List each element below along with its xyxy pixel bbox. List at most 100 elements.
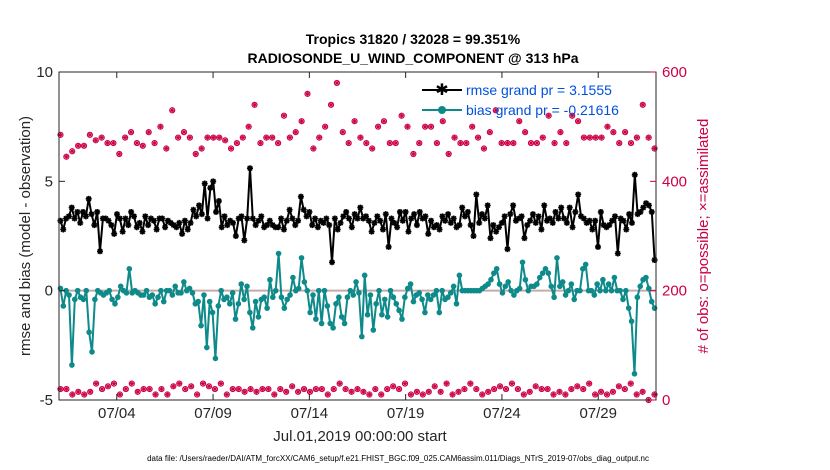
bias-point (201, 292, 207, 298)
rmse-point (145, 222, 152, 229)
bias-series (57, 250, 658, 377)
obs-assimilated-marker (446, 151, 452, 157)
obs-assimilated-marker (378, 392, 384, 398)
obs-possible-marker (467, 380, 474, 387)
rmse-point (532, 219, 539, 226)
rmse-point (362, 213, 369, 220)
obs-assimilated-marker (206, 383, 212, 389)
obs-possible-marker (633, 134, 640, 141)
bias-point (373, 300, 379, 307)
rmse-point (283, 217, 290, 224)
bias-point (580, 266, 586, 272)
obs-assimilated-marker (586, 381, 592, 387)
obs-assimilated-marker (499, 140, 505, 146)
obs-assimilated-marker (640, 102, 646, 108)
y-tick-label: 5 (45, 173, 53, 190)
obs-possible-marker (188, 383, 195, 390)
obs-assimilated-marker (228, 146, 234, 152)
obs-possible-marker (342, 385, 349, 393)
bias-point (370, 327, 377, 333)
obs-possible-marker (324, 391, 331, 398)
bias-point (557, 283, 563, 290)
bias-point (69, 362, 75, 368)
rmse-point (512, 217, 519, 224)
obs-possible-marker (227, 145, 235, 152)
rmse-point (230, 219, 237, 226)
obs-assimilated-marker (428, 124, 434, 130)
obs-assimilated-marker (408, 392, 414, 398)
obs-assimilated-marker (265, 386, 271, 392)
bias-point (123, 290, 130, 296)
obs-possible-marker (457, 139, 464, 147)
bias-point (637, 283, 644, 290)
rmse-point (57, 217, 64, 224)
rmse-point (484, 202, 491, 209)
obs-assimilated-marker (293, 129, 299, 135)
rmse-point (136, 219, 143, 226)
obs-assimilated-marker (563, 140, 569, 146)
rmse-point (261, 224, 268, 231)
obs-assimilated-marker (357, 135, 363, 141)
obs-assimilated-marker (242, 389, 248, 395)
bias-point (212, 355, 219, 362)
obs-assimilated-marker (87, 389, 93, 395)
obs-possible-marker (360, 388, 367, 395)
obs-possible-marker (175, 134, 182, 141)
obs-assimilated-marker (360, 389, 366, 395)
obs-possible-marker (639, 101, 646, 108)
rmse-point (312, 215, 319, 222)
rmse-point (589, 226, 596, 233)
rmse-point (377, 217, 384, 224)
bias-point (456, 272, 463, 279)
bias-point (542, 266, 549, 272)
obs-possible-marker (404, 123, 411, 130)
rmse-point (88, 211, 95, 218)
obs-assimilated-marker (652, 146, 658, 152)
rmse-point (133, 224, 140, 231)
obs-assimilated-marker (319, 386, 325, 392)
obs-possible-marker (80, 142, 88, 149)
obs-assimilated-marker (234, 140, 240, 146)
rmse-point (481, 215, 488, 222)
rmse-point (357, 204, 364, 211)
obs-assimilated-marker (157, 124, 163, 130)
obs-possible-marker (92, 137, 99, 144)
obs-assimilated-marker (129, 381, 135, 387)
bias-point (551, 294, 557, 301)
bias-point (186, 285, 193, 292)
bias-point (402, 294, 408, 301)
obs-assimilated-marker (216, 135, 222, 141)
rmse-point (569, 224, 576, 231)
obs-possible-marker (318, 385, 325, 393)
obs-assimilated-marker (622, 129, 628, 135)
rmse-point (495, 224, 502, 231)
bias-point (511, 292, 517, 298)
obs-possible-marker (627, 139, 635, 147)
x-tick-label: 07/14 (291, 405, 329, 422)
obs-possible-marker (116, 391, 123, 398)
rmse-point (592, 217, 599, 224)
rmse-point (563, 219, 570, 226)
bias-point (407, 281, 414, 287)
obs-assimilated-marker (426, 389, 432, 395)
rmse-point (187, 219, 194, 226)
bias-point (178, 290, 184, 296)
bias-point (602, 287, 609, 294)
obs-possible-marker (419, 391, 426, 398)
bias-point (341, 320, 348, 327)
rmse-point (184, 226, 191, 233)
obs-assimilated-marker (240, 135, 246, 141)
obs-assimilated-marker (552, 140, 558, 146)
obs-possible-marker (98, 385, 106, 393)
obs-possible-marker (247, 385, 254, 393)
obs-possible-marker (239, 134, 246, 141)
rmse-point (176, 219, 183, 226)
rmse-point (252, 222, 259, 229)
obs-possible-marker (186, 134, 193, 141)
obs-assimilated-marker (457, 140, 463, 146)
obs-assimilated-marker (366, 392, 372, 398)
obs-assimilated-marker (528, 140, 534, 146)
rmse-point (416, 208, 423, 215)
obs-possible-marker (348, 388, 355, 395)
